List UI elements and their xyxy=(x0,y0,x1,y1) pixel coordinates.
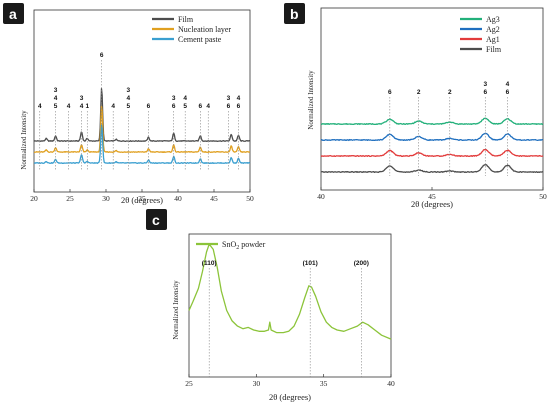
panel-a-peak-label: 4 xyxy=(206,103,210,110)
panel-c: c Normalized Intensity 25 30 35 40 (110) (101… xyxy=(146,209,395,402)
panel-a-xtick-label: 35 xyxy=(138,194,146,203)
panel-b-peak-label: 6 xyxy=(388,89,392,96)
panel-a-series-nucleation-layer xyxy=(33,105,251,154)
panel-a-peak-label: 6 xyxy=(147,103,151,110)
panel-b-peak-label: 3 xyxy=(483,81,487,88)
panel-a-peak-label: 4 xyxy=(183,95,187,102)
panel-b-xtick-label: 40 xyxy=(317,192,325,201)
panel-a-series-cement-paste xyxy=(33,124,251,164)
panel-a-peak-label: 1 xyxy=(85,103,89,110)
panel-b-ylabel: Normalized Intensity xyxy=(307,70,315,130)
panel-a-xlabel: 2θ (degrees) xyxy=(121,195,163,205)
panel-b-legend-label: Ag3 xyxy=(486,15,500,24)
panel-a-xtick-label: 30 xyxy=(102,194,110,203)
panel-a-letter: a xyxy=(9,6,17,22)
panel-c-legend-label: SnO2 powder xyxy=(222,240,266,251)
panel-a-peak-label: 4 xyxy=(80,103,84,110)
panel-c-xtick-label: 40 xyxy=(387,379,395,388)
panel-c-series-sno2-powder xyxy=(188,243,392,340)
panel-b-xlabel: 2θ (degrees) xyxy=(411,199,453,209)
panel-b-xtick-label: 45 xyxy=(428,192,436,201)
panel-a-xtick-label: 50 xyxy=(246,194,254,203)
panel-b-letter: b xyxy=(290,6,299,22)
panel-c-plot: 25 30 35 40 (110) (101) (200) SnO2 powder xyxy=(185,233,395,388)
panel-b-series-ag2 xyxy=(320,132,544,142)
panel-b-peak-label: 2 xyxy=(417,89,421,96)
panel-a-peak-label: 3 xyxy=(80,95,84,102)
panel-c-badge: c xyxy=(146,209,167,230)
panel-a-xtick-label: 45 xyxy=(210,194,218,203)
panel-a-peak-label: 4 xyxy=(38,103,42,110)
panel-a-peak-label: 3 xyxy=(127,87,131,94)
panel-c-xtick-label: 25 xyxy=(185,379,193,388)
panel-a-peak-label: 4 xyxy=(127,95,131,102)
panel-a-series-film xyxy=(33,88,251,143)
panel-a-legend-label: Nucleation layer xyxy=(178,25,231,34)
panel-b-legend-label: Ag2 xyxy=(486,25,500,34)
panel-b-xtick-label: 50 xyxy=(539,192,547,201)
panel-a-badge: a xyxy=(3,3,24,24)
panel-a-peak-label: 6 xyxy=(227,103,231,110)
panel-a-peak-label: 6 xyxy=(100,52,104,59)
panel-a-peak-label: 4 xyxy=(237,95,241,102)
panel-a-peak-label: 3 xyxy=(227,95,231,102)
panel-a-xtick-label: 20 xyxy=(30,194,38,203)
panel-c-ylabel: Normalized Intensity xyxy=(172,280,180,340)
panel-c-xtick-label: 30 xyxy=(253,379,261,388)
panel-a-peak-label: 6 xyxy=(237,103,241,110)
panel-a-peak-label: 5 xyxy=(54,103,58,110)
panel-b-legend-label: Ag1 xyxy=(486,35,500,44)
panel-a-peak-label: 4 xyxy=(54,95,58,102)
panel-b-series-ag3 xyxy=(320,117,544,126)
panel-b-peak-label: 6 xyxy=(506,89,510,96)
panel-a-peak-label: 6 xyxy=(199,103,203,110)
panel-b-series-ag1 xyxy=(320,148,544,158)
panel-b: b Normalized Intensity 40 45 506 2 23646Ag3A… xyxy=(284,3,547,209)
panel-a-peak-label: 3 xyxy=(172,95,176,102)
panel-a-peak-label: 5 xyxy=(183,103,187,110)
panel-b-peak-label: 4 xyxy=(506,81,510,88)
panel-a-peak-label: 4 xyxy=(67,103,71,110)
panel-c-peak-label: (200) xyxy=(354,260,369,267)
panel-b-badge: b xyxy=(284,3,305,24)
panel-a-peak-label: 5 xyxy=(127,103,131,110)
panel-b-peak-label: 6 xyxy=(483,89,487,96)
panel-a-ylabel: Normalized Intensity xyxy=(20,110,28,170)
panel-b-peak-label: 2 xyxy=(448,89,452,96)
panel-c-xlabel: 2θ (degrees) xyxy=(269,392,311,402)
panel-c-frame xyxy=(188,233,392,378)
panel-c-xtick-label: 35 xyxy=(320,379,328,388)
panel-c-letter: c xyxy=(152,212,160,228)
panel-a-peak-label: 3 xyxy=(54,87,58,94)
panel-a: a Normalized Intensity 20 25 30 35 40 45 50434… xyxy=(3,3,254,205)
panel-b-legend-label: Film xyxy=(486,45,502,54)
panel-a-peak-label: 4 xyxy=(111,103,115,110)
panel-c-peak-label: (110) xyxy=(202,260,217,267)
panel-a-legend-label: Cement paste xyxy=(178,35,222,44)
panel-a-xtick-label: 40 xyxy=(174,194,182,203)
panel-b-series-film xyxy=(320,163,544,174)
panel-b-frame xyxy=(320,7,544,191)
panel-a-peak-label: 6 xyxy=(172,103,176,110)
panel-a-xtick-label: 25 xyxy=(66,194,74,203)
panel-c-peak-label: (101) xyxy=(303,260,318,267)
panel-a-legend-label: Film xyxy=(178,15,194,24)
